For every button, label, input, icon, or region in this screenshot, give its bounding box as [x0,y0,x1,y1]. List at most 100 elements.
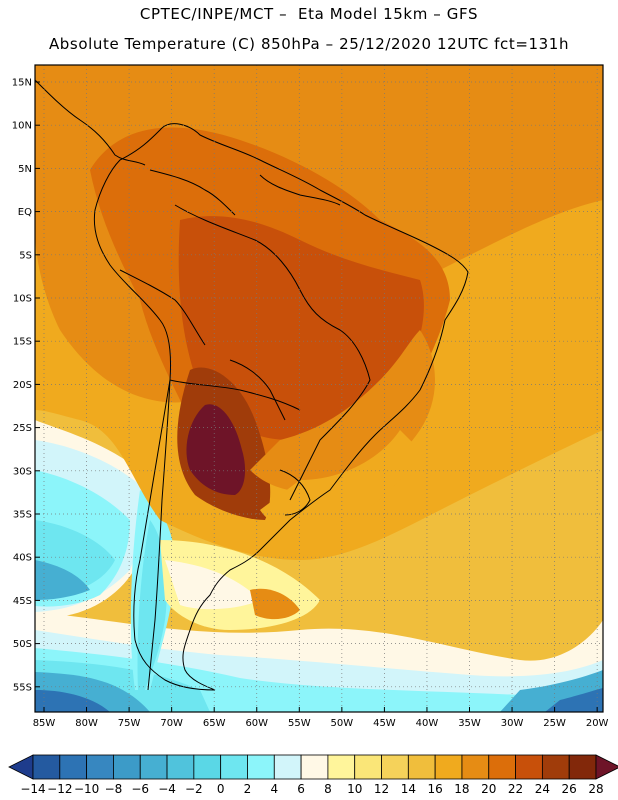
lat-tick-label: 25S [13,423,32,434]
colorbar: −14 −12 −10 −8 −6 −4 −2 0 2 4 6 8 10 12 14 16 18 20 22 24 26… [8,754,618,796]
lat-tick-label: 5S [19,250,32,261]
lon-tick-label: 70W [160,718,183,729]
border-bolivia-argentina [169,379,301,411]
lat-tick-label: 15S [13,337,32,348]
colorbar-tick-label: −8 [105,782,123,796]
lat-tick-label: 20S [13,380,32,391]
lon-tick-label: 55W [288,718,311,729]
coastlines-and-borders [35,79,469,691]
lat-tick-label: 5N [18,164,32,175]
lon-tick-label: 20W [586,718,609,729]
border-uruguay [279,469,311,516]
border-colombia-venezuela [149,169,236,216]
colorbar-box [327,754,356,780]
colorbar-box [381,754,409,780]
lon-tick-label: 80W [75,718,98,729]
colorbar-tick-label: 28 [588,782,603,796]
colorbar-box [434,754,463,780]
colorbar-box [461,754,490,780]
lon-tick-label: 35W [458,718,481,729]
chart-title-line2: Absolute Temperature (C) 850hPa – 25/12/… [48,35,570,53]
colorbar-tick-label: 22 [508,782,523,796]
colorbar-box [541,754,570,780]
colorbar-right-arrow [595,754,618,780]
colorbar-box [193,754,222,780]
field-band-m6 [35,690,110,712]
lon-tick-label: 60W [245,718,268,729]
border-guianas [259,174,341,206]
field-brazil-south-18 [260,430,420,532]
border-peru-bolivia [119,269,206,346]
lat-tick-label: 55S [13,682,32,693]
border-chile-argentina [147,379,171,691]
chart-title-line1: CPTEC/INPE/MCT – Eta Model 15km – GFS [139,5,479,23]
colorbar-tick-label: 26 [562,782,577,796]
colorbar-tick-label: 2 [244,782,252,796]
colorbar-tick-label: −6 [131,782,149,796]
central-america-coastline [35,79,146,166]
colorbar-tick-label: −10 [74,782,99,796]
colorbar-tick-label: −12 [47,782,72,796]
lon-tick-label: 85W [33,718,56,729]
lon-tick-label: 30W [501,718,524,729]
longitude-axis: 85W 80W 75W 70W 65W 60W 55W 50W 45W 40W 35W 30W 25W 2… [33,707,609,729]
field-andes-2 [137,520,167,690]
lon-tick-label: 40W [416,718,439,729]
colorbar-tick-label: −2 [185,782,203,796]
colorbar-tick-label: 8 [324,782,332,796]
colorbar-tick-label: 4 [270,782,278,796]
colorbar-tick-label: 14 [401,782,416,796]
colorbar-box [220,754,248,780]
map-frame [34,64,604,713]
lon-tick-label: 75W [118,718,141,729]
colorbar-tick-label: 20 [481,782,496,796]
colorbar-tick-label: 18 [454,782,469,796]
lat-tick-label: 10N [12,121,32,132]
colorbar-box [59,754,88,780]
colorbar-box [113,754,141,780]
colorbar-left-arrow [8,754,34,780]
colorbar-tick-label: −14 [20,782,45,796]
colorbar-box [273,754,302,780]
colorbar-box [515,754,543,780]
colorbar-box [166,754,195,780]
lat-tick-label: 35S [13,510,32,521]
lon-tick-label: 25W [543,718,566,729]
grid-lines [35,65,603,712]
lat-tick-label: 10S [13,294,32,305]
lat-tick-label: 40S [13,553,32,564]
colorbar-tick-label: 6 [297,782,305,796]
lon-tick-label: 50W [331,718,354,729]
colorbar-tick-label: 12 [374,782,389,796]
colorbar-tick-label: 10 [347,782,362,796]
lon-tick-label: 45W [373,718,396,729]
lat-tick-label: 50S [13,639,32,650]
temperature-field [35,65,603,712]
field-argentina-8 [165,560,260,610]
lat-tick-label: 45S [13,596,32,607]
colorbar-tick-label: 0 [217,782,225,796]
field-patagonia-warm-spot [250,588,300,620]
field-band-east-colder [545,688,603,712]
lat-tick-label: 15N [12,78,32,89]
south-america-coastline [93,123,469,691]
colorbar-box [354,754,382,780]
colorbar-box [488,754,516,780]
colorbar-box [407,754,436,780]
lat-tick-label: EQ [18,207,32,218]
latitude-axis: 15N 10N 5N EQ 5S 10S 15S 20S 25S 30S 35S 40S 45S 50S 5… [12,78,40,693]
colorbar-tick-label: 24 [535,782,550,796]
colorbar-box [86,754,114,780]
lat-tick-label: 30S [13,466,32,477]
colorbar-tick-label: −4 [158,782,176,796]
colorbar-box [247,754,275,780]
field-chaco-28 [186,404,246,495]
lon-tick-label: 65W [203,718,226,729]
colorbar-box [32,754,61,780]
colorbar-box [300,754,329,780]
colorbar-tick-label: 16 [428,782,443,796]
colorbar-box [139,754,168,780]
field-pacific-0 [35,560,90,600]
border-paraguay [229,359,286,421]
